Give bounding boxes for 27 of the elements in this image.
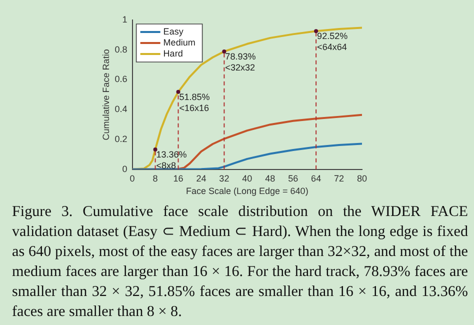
legend-label: Hard [163,48,183,58]
x-tick-label: 64 [311,173,322,184]
annotation: 51.85% <16x16 [179,92,210,113]
y-tick-label: 0.6 [114,74,128,84]
x-tick-label: 16 [173,173,184,184]
legend-label: Medium [163,37,196,48]
caption: Figure 3. Cumulative face scale distribution on the WIDER FACE validation dataset (Easy ⊂ Medium ⊂ Hard). When the long edge is fixed as 640 pixels, most of the easy faces are larger than 32×32, and most of the medium faces are larger than 16 × 16. For the hard track, 78.93% faces are smaller than 32 × 32, 51.85% faces are smaller than 16 × 16, and 13.36% faces are smaller than 8 × 8. [11,203,469,322]
x-axis-title: Face Scale (Long Edge = 640) [186,186,308,196]
y-tick-label: 0 [122,164,128,174]
x-tick-label: 40 [242,173,252,184]
x-tick-label: 72 [334,173,344,184]
annotation: 78.93% <32x32 [225,51,256,72]
annotation: 92.52% <64x64 [317,31,348,52]
x-tick-label: 32 [219,173,230,184]
x-tick-label: 8 [152,173,158,184]
y-tick-label: 0.8 [114,44,128,54]
x-tick-label: 24 [196,173,206,184]
legend-label: Easy [163,26,184,36]
y-tick-label: 0.4 [114,104,128,114]
y-tick-label: 0.2 [114,134,128,144]
x-tick-label: 80 [356,173,368,184]
y-tick-label: 1 [122,14,128,24]
annotation: 13.36% <8x8 [156,149,187,170]
x-tick-label: 0 [130,173,135,184]
y-axis-title: Cumulative Face Ratio [100,49,111,140]
x-tick-label: 56 [288,173,298,184]
x-tick-label: 48 [265,173,276,184]
